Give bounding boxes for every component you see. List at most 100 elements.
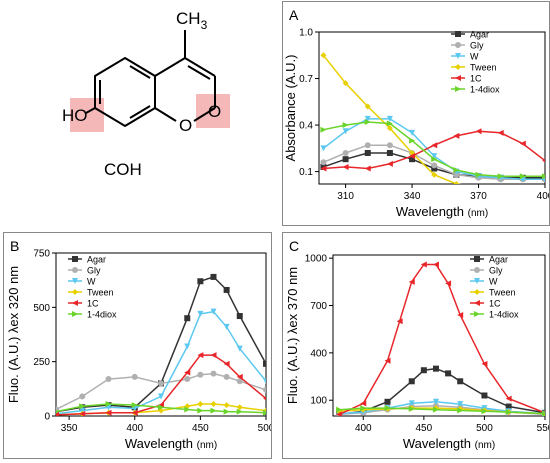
data-point-1c [210,352,217,359]
data-point-1-4diox [386,120,393,127]
data-point-1c [105,409,112,416]
data-point-w [197,310,204,317]
x-tick-label: 550 [537,423,549,434]
panel-b-x-axis-label: Wavelength (nm) [125,436,217,451]
data-point-gly [158,380,164,387]
data-point-agar [386,149,393,156]
y-tick-label: 0.7 [299,74,313,85]
data-point-1-4diox [384,405,391,412]
legend-label-agar: Agar [489,255,508,265]
carbonyl-highlight [196,94,230,128]
data-point-1c [364,165,371,172]
data-point-w [409,129,416,136]
data-point-w [342,128,349,135]
panel-a-y-axis-label: Absorbance (A.U.) [283,55,298,162]
data-point-tween [409,149,416,156]
data-point-1-4diox [505,409,512,416]
legend-marker-tween [72,289,78,295]
y-tick-label: 0.4 [299,121,313,132]
data-point-tween [320,52,327,59]
data-point-w [79,407,86,414]
data-point-agar [457,378,464,385]
data-point-1-4diox [457,407,464,414]
data-point-agar [320,163,327,170]
legend-marker-agar [72,256,78,262]
data-point-1-4diox [431,156,438,163]
panel-a-series-group [320,52,545,184]
data-point-gly [105,376,112,383]
legend-marker-1c [474,300,480,306]
legend-label-w: W [489,277,498,287]
x-tick-label: 500 [258,423,271,434]
data-point-gly [263,386,266,393]
x-tick-label: 340 [404,191,421,202]
data-point-w [223,323,230,330]
data-point-gly [210,370,217,377]
data-point-tween [364,103,371,110]
data-point-1-4diox [475,171,482,178]
data-point-w [184,343,191,350]
series-line-tween [322,54,462,184]
carbonyl-oxygen-label: O [208,102,221,121]
data-point-1-4diox [184,406,191,413]
data-point-1c [263,397,266,401]
legend-marker-1-4diox [474,311,480,317]
data-point-tween [158,407,164,414]
legend-label-gly: Gly [470,41,484,51]
legend-marker-1-4diox [72,311,78,317]
data-point-agar [408,378,415,385]
data-point-gly [364,142,371,149]
y-tick-label: 100 [310,396,327,407]
data-point-1c [519,140,526,147]
ring-oxygen-label: O [179,116,192,135]
data-point-gly [386,142,393,149]
legend-label-1-4diox: 1-4diox [489,310,519,320]
legend-marker-gly [72,267,78,273]
legend-marker-tween [474,289,480,295]
data-point-agar [223,286,230,293]
data-point-gly [79,393,86,400]
data-point-1-4diox [336,406,343,413]
panel-b-series-group [56,273,266,416]
legend-marker-1c [72,300,78,306]
data-point-1-4diox [364,118,371,125]
legend-label-agar: Agar [470,30,489,40]
y-tick-label: 500 [33,303,50,314]
data-point-1c [386,160,393,167]
x-tick-label: 370 [470,191,487,202]
data-point-tween [223,402,230,409]
data-point-1c [223,360,230,367]
panel-b-letter: B [10,238,19,254]
data-point-agar [342,156,349,163]
compound-name: COH [104,160,142,179]
y-tick-label: 700 [310,301,327,312]
data-point-1c [197,352,204,359]
data-point-gly [223,373,230,380]
data-point-1c [475,128,482,135]
legend-label-1c: 1C [470,74,482,84]
data-point-agar [409,156,416,163]
legend-marker-w [474,278,480,284]
data-point-1-4diox [131,402,138,409]
data-point-1-4diox [79,403,86,410]
data-point-1-4diox [342,122,349,129]
legend-marker-w [455,53,461,59]
legend-label-tween: Tween [470,63,497,73]
y-tick-label: 400 [310,348,327,359]
data-point-1-4diox [263,409,266,416]
legend-marker-gly [455,42,461,48]
data-point-tween [210,401,217,408]
hydroxyl-highlight [70,98,104,132]
data-point-1c [396,318,403,325]
data-point-1c [542,159,545,163]
data-point-w [236,345,243,352]
legend-marker-w [72,278,78,284]
methyl-label: CH3 [176,9,208,32]
coumarin-structure: CH3 HO O O COH [62,9,230,179]
data-point-w [431,153,438,160]
data-point-agar [445,370,452,377]
data-point-tween [386,125,393,132]
data-point-gly [320,159,327,166]
data-point-w [386,115,393,122]
legend-marker-agar [474,256,480,262]
